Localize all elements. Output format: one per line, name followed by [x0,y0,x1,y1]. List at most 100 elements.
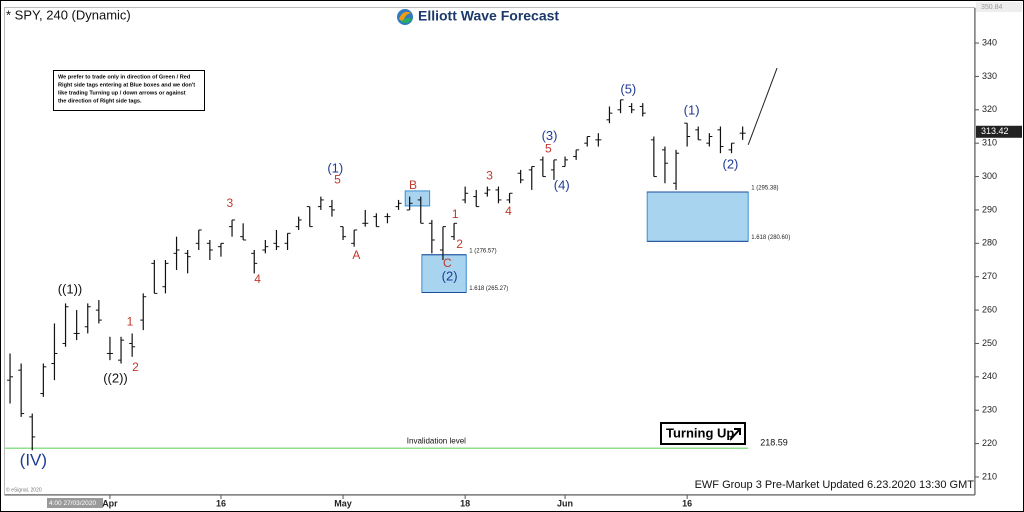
ohlc-bar [362,209,369,227]
y-tick-label: 230 [982,405,997,415]
wave-label: (2) [442,268,458,283]
logo-swirl [399,11,411,22]
top-price-marker [976,2,1022,12]
ohlc-bar [62,303,69,347]
x-tick-label: Apr [102,498,118,508]
note-line: We prefer to trade only in direction of … [58,74,191,80]
target-zone [404,190,431,207]
ohlc-bar [573,149,580,160]
ohlc-bar [717,126,724,154]
ohlc-bar [18,363,25,417]
ohlc-bar [584,136,591,147]
projection-line [747,67,778,146]
signal-text: Turning Up [666,425,734,440]
ohlc-bar [162,260,169,294]
ohlc-bar [395,199,402,210]
x-tick-label: 16 [682,498,692,508]
wave-label: (3) [542,128,558,143]
ohlc-bar [351,229,358,247]
ohlc-bar [639,103,646,117]
ohlc-bar [306,206,313,228]
y-tick-label: 310 [982,138,997,148]
ohlc-bar [251,249,258,274]
ohlc-bar [328,199,335,217]
ohlc-bar [528,166,535,190]
ohlc-bar [373,213,380,228]
ohlc-bar [728,142,735,154]
ohlc-bar [439,226,446,261]
wave-label: (4) [554,177,570,192]
cursor-date: 4:00 27/03/2020 [49,500,96,507]
signal-arrow [729,428,741,441]
x-tick-label: Jun [557,498,573,508]
ohlc-bar [417,196,424,224]
ohlc-bar [73,310,80,341]
wave-label: (1) [327,160,343,175]
last-price: 313.42 [981,126,1009,136]
zone-label: 1.618 (280.60) [751,235,790,241]
wave-label: 1 [127,314,134,328]
footer: EWF Group 3 Pre-Market Updated 6.23.2020… [695,479,975,491]
ohlc-bar [118,336,125,364]
ohlc-bar [129,333,136,357]
ohlc-bar [628,103,635,114]
x-tick-label: 16 [216,498,226,508]
note-box [53,70,205,111]
top-price: 350.84 [981,4,1003,11]
wave-label: (1) [684,103,700,118]
y-tick-label: 320 [982,104,997,114]
ohlc-bar [617,99,624,114]
ohlc-bar [684,122,691,147]
y-tick-label: 220 [982,438,997,448]
signal-frame [660,422,746,445]
ohlc-bar [51,323,58,381]
ohlc-bar [151,260,158,294]
symbol-title: * SPY, 240 (Dynamic) [6,7,131,22]
ohlc-bar [451,222,458,240]
ohlc-bar [517,169,524,184]
note-line: like trading Turning up / down arrows or… [58,90,186,96]
zone-label: 1 (295.38) [751,186,778,192]
wave-label: 3 [486,169,493,183]
y-tick-label: 210 [982,471,997,481]
zone-label: 1 (276.57) [469,248,496,254]
ohlc-bar [428,219,435,254]
y-tick-label: 300 [982,171,997,181]
ohlc-bar [595,133,602,147]
ohlc-bar [317,196,324,210]
copyright: © eSignal, 2020 [6,486,42,493]
y-tick-label: 280 [982,238,997,248]
logo-text: Elliott Wave Forecast [418,8,559,24]
y-tick-label: 340 [982,37,997,47]
ohlc-bar [106,336,113,361]
ohlc-bar [262,239,269,254]
invalidation-value: 218.59 [760,438,788,448]
ohlc-bar [240,223,247,241]
ohlc-bar [40,363,47,397]
wave-label: 5 [545,141,552,155]
wave-label: (2) [722,156,738,171]
ohlc-bar [140,293,147,331]
y-tick-label: 260 [982,304,997,314]
wave-label: 2 [132,360,139,374]
ohlc-bar [29,413,36,451]
wave-label: (5) [620,82,636,97]
ohlc-bar [284,232,291,250]
x-tick-label: 18 [460,498,470,508]
wave-label: 5 [334,173,341,187]
ohlc-bar [739,126,746,140]
ohlc-bar [229,219,236,237]
wave-label: 4 [254,272,261,286]
ohlc-bar [195,229,202,250]
wave-label: 1 [452,207,459,221]
cursor-date-box [47,498,103,508]
y-tick-label: 240 [982,371,997,381]
ohlc-bar [295,216,302,230]
ohlc-bar [562,156,569,168]
wave-label: 3 [226,196,233,210]
wave-label: 2 [456,237,463,251]
ohlc-bar [550,159,557,180]
note-line: the direction of Right side tags. [58,98,142,104]
y-tick-label: 290 [982,204,997,214]
